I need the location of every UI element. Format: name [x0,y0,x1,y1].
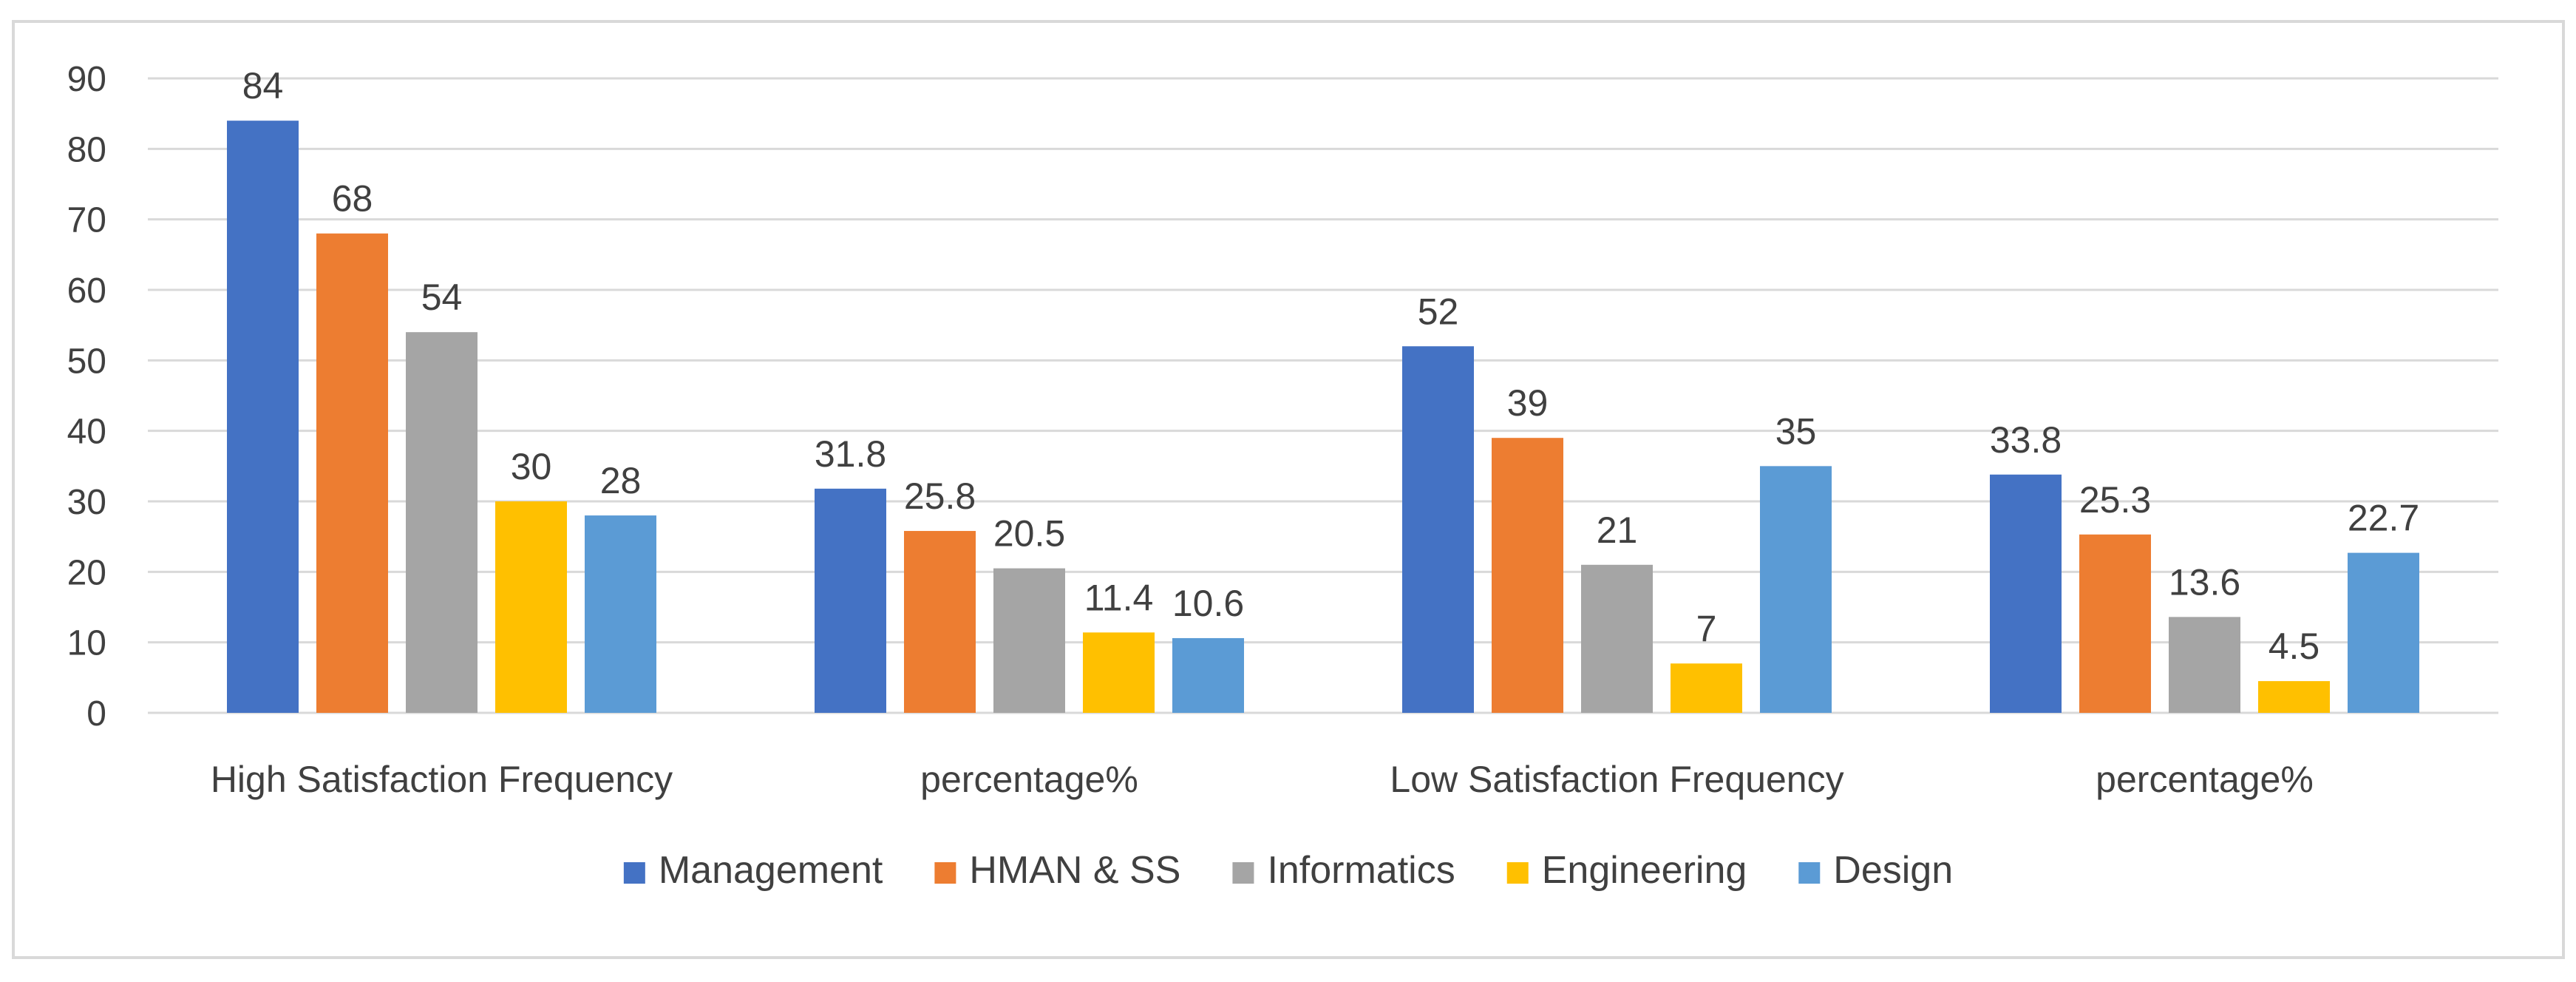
bar-engineering-0 [495,501,567,713]
bar-chart: 0 10 20 30 40 50 60 70 80 90 84 68 54 30 28 31.8 25.8 20… [67,60,2498,892]
legend-item: Engineering [1506,849,1747,892]
y-tick-label: 50 [67,342,106,381]
data-label: 28 [600,460,642,501]
y-tick-label: 70 [67,201,106,240]
y-axis-ticks: 0 10 20 30 40 50 60 70 80 90 [67,60,106,734]
bar-informatics-1 [993,568,1065,713]
bar-hman-ss-1 [904,531,976,713]
data-label: 13.6 [2169,561,2240,603]
y-tick-label: 80 [67,130,106,169]
data-label: 25.8 [904,475,976,517]
bar-informatics-3 [2169,617,2240,713]
data-label: 35 [1775,410,1817,452]
chart-frame: 0 10 20 30 40 50 60 70 80 90 84 68 54 30 28 31.8 25.8 20… [12,20,2565,959]
legend-swatch [1232,862,1254,884]
bars [227,121,2419,713]
legend-swatch [1506,862,1529,884]
bar-design-0 [585,515,656,713]
data-label: 33.8 [1990,419,2062,461]
legend-label: HMAN & SS [969,849,1180,892]
legend-item: HMAN & SS [934,849,1180,892]
legend-label: Design [1833,849,1953,892]
data-label: 68 [332,178,373,220]
legend-item: Management [623,849,883,892]
data-label: 21 [1597,509,1638,551]
legend-label: Engineering [1542,849,1747,892]
legend-swatch [623,862,645,884]
data-label: 11.4 [1084,577,1154,618]
y-tick-label: 30 [67,483,106,522]
legend-item: Design [1798,849,1953,892]
data-label: 22.7 [2348,498,2419,539]
y-tick-label: 20 [67,553,106,592]
data-label: 20.5 [993,513,1065,555]
bar-engineering-1 [1083,632,1155,713]
y-tick-label: 10 [67,624,106,663]
data-label: 10.6 [1172,583,1244,624]
bar-engineering-2 [1671,663,1742,713]
bar-design-2 [1760,466,1832,713]
bar-design-3 [2348,552,2419,713]
bar-informatics-2 [1581,564,1653,713]
y-tick-label: 0 [86,694,106,734]
x-category-label: percentage% [2096,759,2314,800]
legend-swatch [1798,862,1821,884]
legend-item: Informatics [1232,849,1455,892]
bar-engineering-3 [2258,681,2330,713]
x-category-label: High Satisfaction Frequency [211,759,673,800]
data-label: 4.5 [2269,626,2320,667]
legend-label: Management [659,849,883,892]
data-label: 25.3 [2079,479,2151,521]
bar-management-1 [815,488,886,713]
bar-management-3 [1990,474,2062,713]
bar-hman-ss-0 [316,233,388,713]
data-label: 84 [242,65,284,106]
legend-swatch [934,862,956,884]
bar-informatics-0 [406,332,478,713]
bar-management-2 [1402,346,1474,713]
y-tick-label: 40 [67,413,106,452]
bar-hman-ss-2 [1492,438,1563,713]
x-category-label: percentage% [920,759,1138,800]
legend: Management HMAN & SS Informatics Engineerin… [623,849,1953,892]
data-label: 30 [511,446,552,487]
y-tick-label: 60 [67,271,106,311]
bar-design-1 [1172,637,1244,713]
data-labels: 84 68 54 30 28 31.8 25.8 20.5 11.4 10.6 52 39 21 7 35 3… [242,65,2419,667]
legend-label: Informatics [1267,849,1455,892]
data-label: 7 [1696,608,1717,649]
data-label: 39 [1507,382,1549,424]
data-label: 31.8 [815,433,886,475]
bar-management-0 [227,121,299,713]
data-label: 54 [421,277,463,318]
x-category-label: Low Satisfaction Frequency [1390,759,1843,800]
x-axis-categories: High Satisfaction Frequency percentage% Lo… [211,759,2314,800]
data-label: 52 [1418,291,1459,332]
bar-hman-ss-3 [2079,534,2151,713]
y-tick-label: 90 [67,60,106,99]
